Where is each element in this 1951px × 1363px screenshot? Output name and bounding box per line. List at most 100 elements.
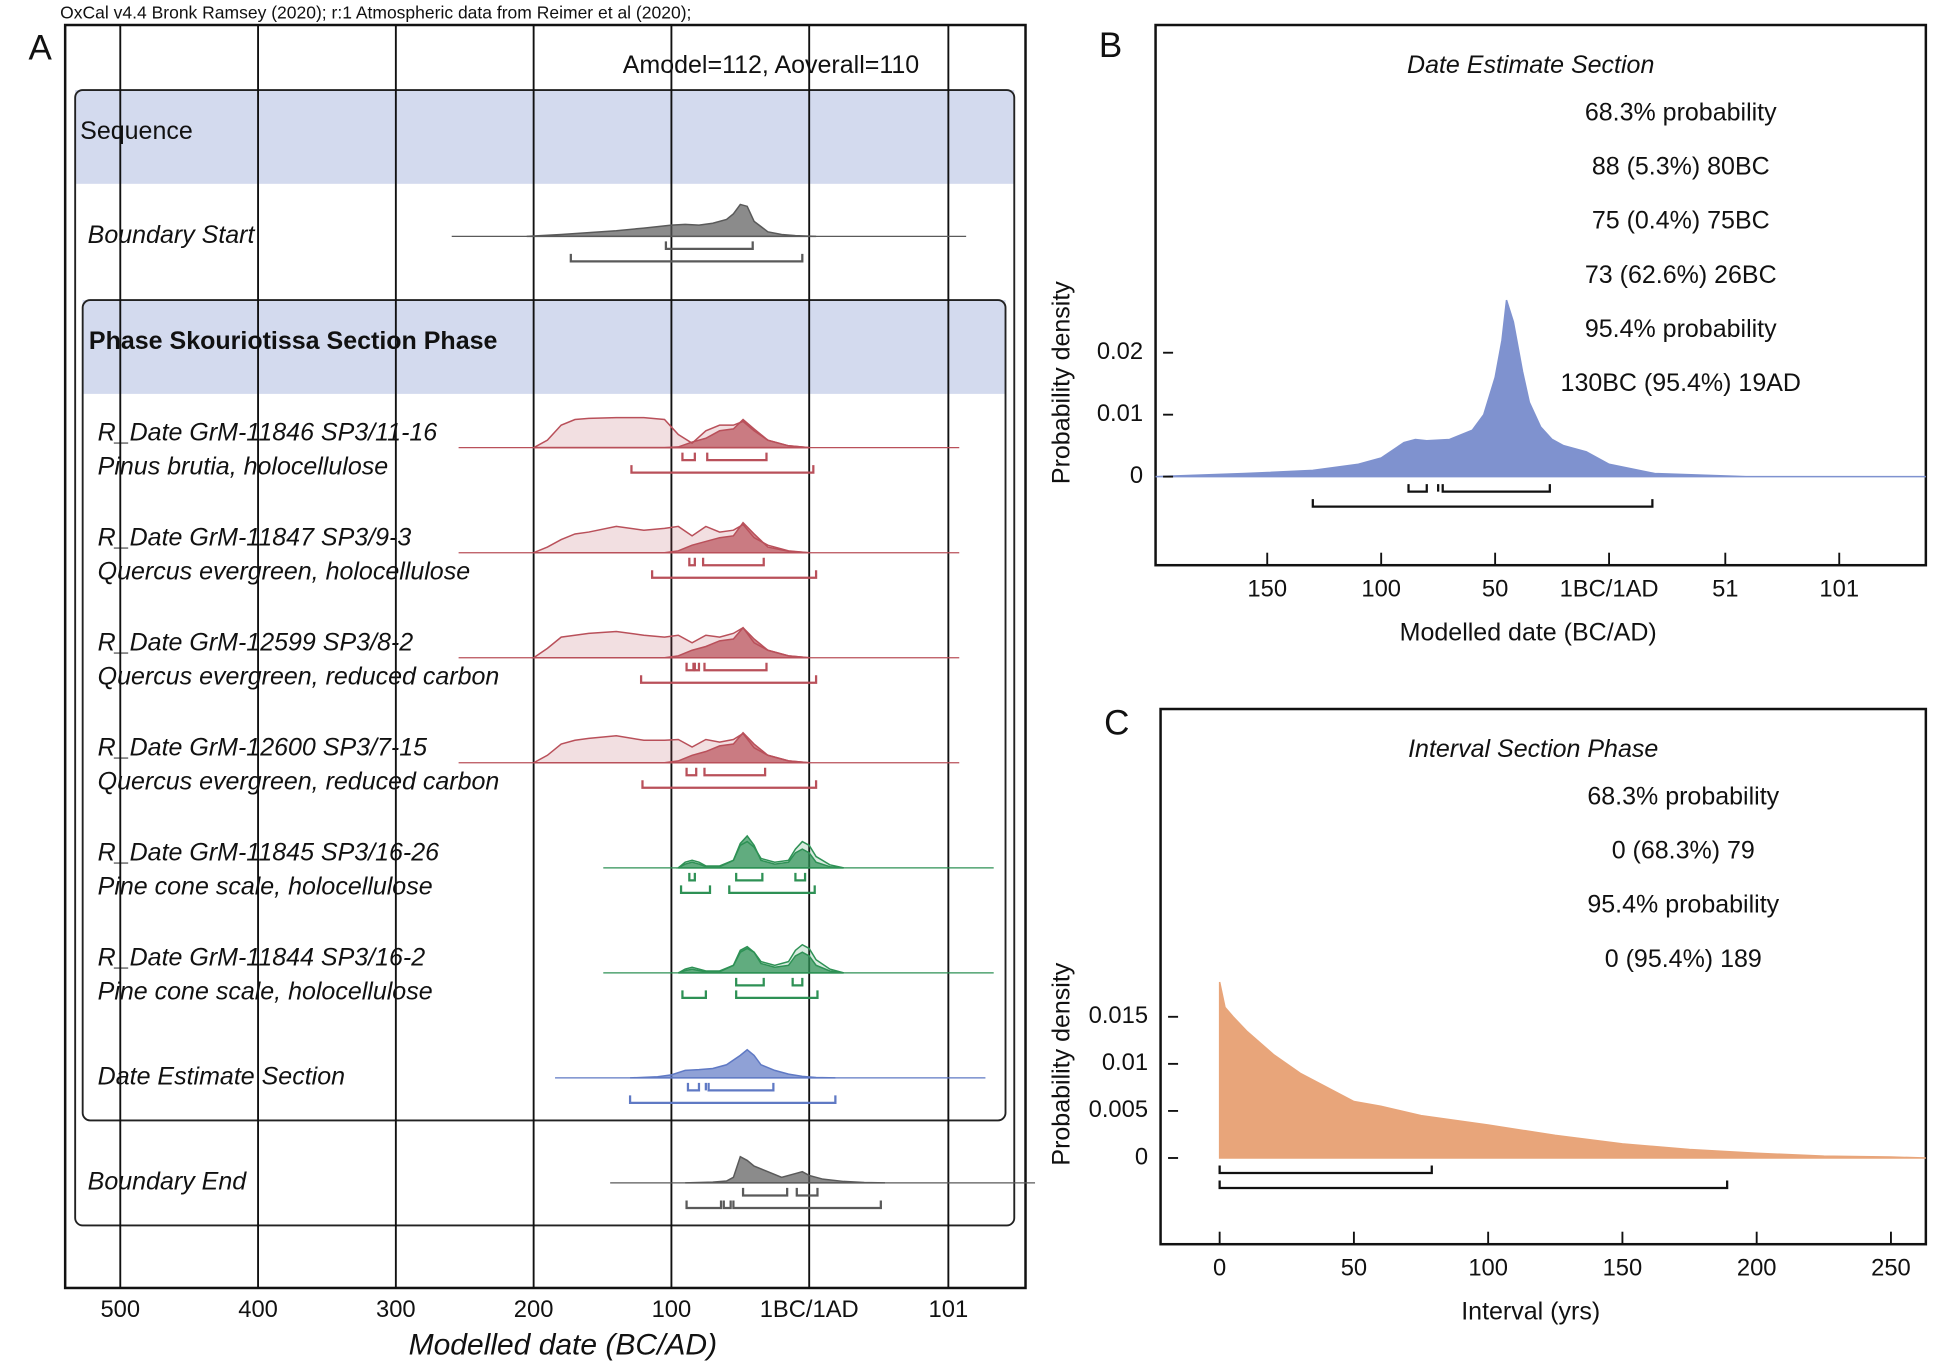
range-bracket [685,662,695,672]
range-bracket [639,675,818,684]
range-bracket [664,241,754,250]
range-bracket [693,662,701,672]
x-tick-label: 101 [929,1296,969,1323]
panel-frame [63,23,1027,1290]
range-bracket [569,253,804,263]
range-bracket [795,1187,819,1197]
range-bracket [1218,1180,1729,1190]
row-name: Boundary Start [88,221,256,249]
y-tick-label: 0.005 [1089,1096,1148,1123]
row-name: R_Date GrM-11846 SP3/11-16 [98,419,438,447]
y-tick-label: 0.01 [1097,400,1143,427]
range-bracket [628,1095,837,1105]
row-name: R_Date GrM-11845 SP3/16-26 [98,839,439,867]
y-tick-label: 0.01 [1102,1049,1148,1076]
x-tick-label: 1BC/1AD [1560,575,1659,602]
density-curve [1218,981,1926,1159]
posterior-curve [685,1155,885,1184]
section-band [75,90,1015,184]
row-name: Boundary End [88,1168,248,1196]
annotation: 68.3% probability [1585,98,1777,126]
range-bracket [706,452,768,462]
x-axis-label: Modelled date (BC/AD) [1400,619,1657,647]
section-band [82,300,1006,394]
range-bracket [701,557,765,567]
range-bracket [1218,1165,1433,1175]
range-bracket [707,1082,775,1092]
y-tick-label: 0.015 [1089,1002,1148,1029]
row-name: R_Date GrM-12600 SP3/7-15 [98,734,427,762]
range-bracket [741,1187,789,1197]
x-tick-label: 200 [514,1296,554,1323]
x-tick-label: 150 [1247,575,1287,602]
annotation: 75 (0.4%) 75BC [1592,207,1770,235]
row-subtitle: Quercus evergreen, reduced carbon [98,767,500,795]
range-bracket [703,662,768,672]
x-tick-label: 100 [652,1296,692,1323]
x-axis-label: Interval (yrs) [1461,1298,1600,1326]
section-box [81,299,1007,1122]
x-tick-label: 101 [1819,575,1859,602]
annotation: 68.3% probability [1587,782,1779,810]
x-tick-label: 50 [1482,575,1508,602]
x-tick-label: 500 [100,1296,140,1323]
posterior-curve [533,626,810,659]
y-axis-label: Probability density [1048,962,1076,1165]
x-tick-label: 250 [1871,1254,1911,1281]
range-bracket [650,570,818,579]
range-bracket [681,452,696,462]
y-tick-label: 0 [1130,462,1143,489]
range-bracket [685,1200,723,1210]
row-subtitle: Pine cone scale, holocellulose [98,872,433,900]
row-subtitle: Pinus brutia, holocellulose [98,452,388,480]
panel-frame [1154,23,1928,567]
annotation: 73 (62.6%) 26BC [1585,261,1777,289]
row-subtitle: Quercus evergreen, holocellulose [98,557,470,585]
row-name: R_Date GrM-11847 SP3/9-3 [98,524,412,552]
row-name: R_Date GrM-12599 SP3/8-2 [98,629,414,657]
range-bracket [679,885,712,894]
x-tick-label: 51 [1712,575,1738,602]
panel-label: C [1104,704,1129,743]
range-bracket [688,872,696,882]
x-tick-label: 300 [376,1296,416,1323]
posterior-curve [630,1048,836,1079]
x-tick-label: 100 [1468,1254,1508,1281]
density-curve [1155,299,1926,478]
panel-title: Interval Section Phase [1408,735,1658,763]
section-label: Sequence [80,117,193,145]
posterior-curve [533,521,810,554]
panel-title: Date Estimate Section [1407,51,1654,79]
range-bracket [728,885,816,894]
range-bracket [791,977,804,987]
annotation: 95.4% probability [1587,891,1779,919]
range-bracket [794,872,807,882]
range-bracket [688,557,696,567]
y-tick-label: 0 [1135,1143,1148,1170]
x-tick-label: 50 [1341,1254,1367,1281]
row-name: Date Estimate Section [98,1063,345,1091]
range-bracket [735,990,819,999]
panel-frame [1159,707,1928,1246]
annotation: 0 (95.4%) 189 [1605,945,1762,973]
row-subtitle: Pine cone scale, holocellulose [98,977,433,1005]
posterior-curve [533,418,810,449]
row-subtitle: Quercus evergreen, reduced carbon [98,662,500,690]
posterior-curve [526,203,817,238]
x-tick-label: 0 [1213,1254,1226,1281]
x-axis-label: Modelled date (BC/AD) [409,1329,717,1362]
range-bracket [735,977,765,987]
range-bracket [630,465,815,474]
annotation: 88 (5.3%) 80BC [1592,153,1770,181]
posterior-curve [678,945,844,974]
posterior-curve [677,834,844,869]
section-label: Phase Skouriotissa Section Phase [89,327,498,355]
range-bracket [1407,484,1428,493]
range-bracket [685,767,698,777]
annotation: 95.4% probability [1585,315,1777,343]
x-tick-label: 1BC/1AD [760,1296,859,1323]
x-tick-label: 100 [1361,575,1401,602]
